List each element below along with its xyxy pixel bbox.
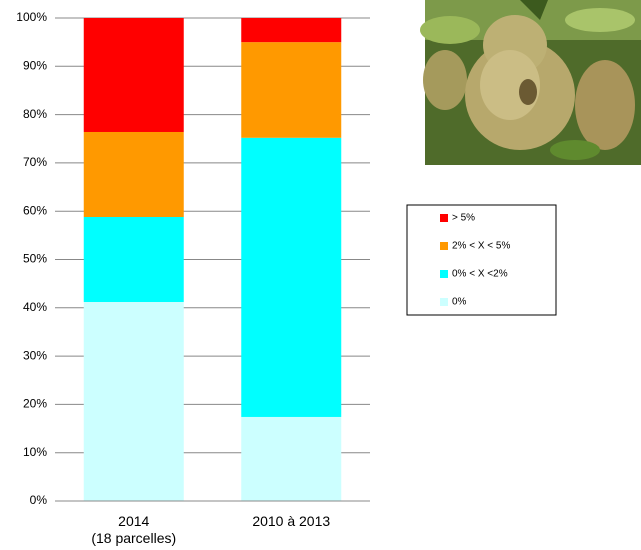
- x-tick-label: 2014 (18 parcelles): [91, 513, 177, 546]
- y-tick-label: 0%: [30, 493, 48, 507]
- legend-swatch: [440, 242, 448, 250]
- bar-segment: [83, 18, 184, 132]
- legend-label: 2% < X < 5%: [452, 241, 510, 252]
- y-tick-label: 100%: [16, 10, 47, 24]
- bar-segment: [83, 216, 184, 303]
- y-tick-label: 30%: [23, 348, 47, 362]
- bar-segment: [241, 137, 342, 417]
- y-tick-label: 40%: [23, 300, 47, 314]
- legend-label: > 5%: [452, 213, 475, 224]
- y-tick-label: 90%: [23, 58, 47, 72]
- bar-segment: [241, 416, 342, 501]
- legend-swatch: [440, 214, 448, 222]
- legend-label: 0% < X <2%: [452, 269, 508, 280]
- pear-photo: [420, 0, 641, 165]
- y-tick-label: 10%: [23, 445, 47, 459]
- legend-swatch: [440, 270, 448, 278]
- y-tick-label: 80%: [23, 107, 47, 121]
- y-tick-label: 60%: [23, 203, 47, 217]
- legend-box: [406, 204, 557, 316]
- bar-segment: [241, 18, 342, 43]
- bar-segment: [83, 302, 184, 501]
- y-tick-label: 50%: [23, 252, 47, 266]
- legend-swatch: [440, 298, 448, 306]
- y-tick-label: 70%: [23, 155, 47, 169]
- bar-segment: [241, 42, 342, 138]
- bar-segment: [83, 131, 184, 217]
- y-tick-label: 20%: [23, 397, 47, 411]
- legend-label: 0%: [452, 297, 467, 308]
- x-tick-label: 2010 à 2013: [252, 513, 331, 529]
